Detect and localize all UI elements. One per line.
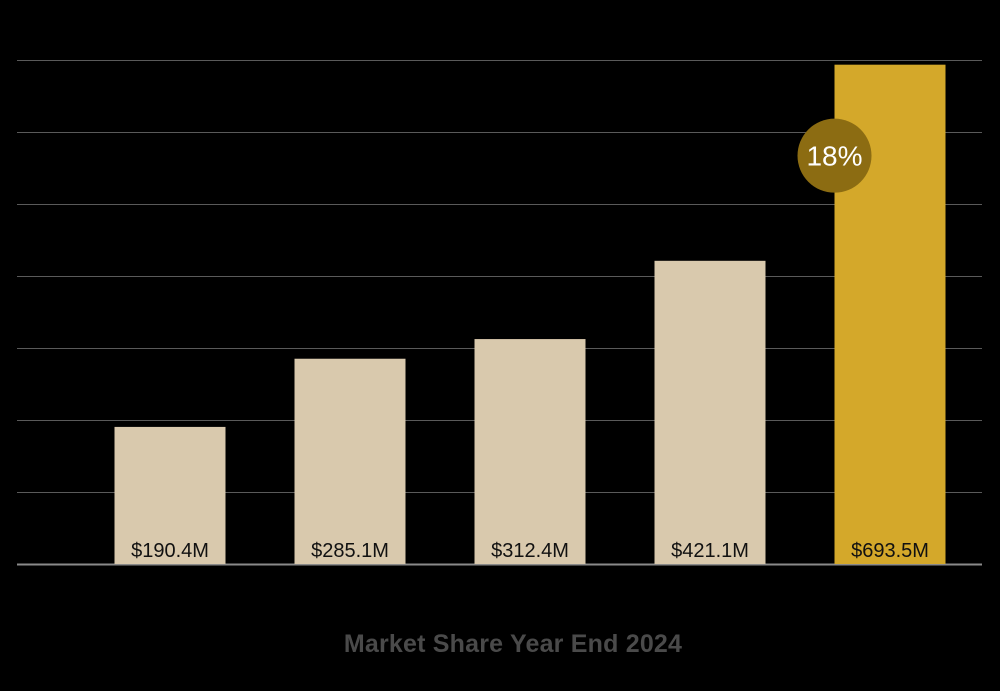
chart-title: Market Share Year End 2024 xyxy=(343,630,683,658)
bar-2 xyxy=(294,358,406,564)
bar-3 xyxy=(474,339,586,564)
bar-4 xyxy=(654,260,766,564)
value-label-5: $693.5M xyxy=(851,540,929,562)
annotation-circle xyxy=(797,118,872,193)
bar-1 xyxy=(114,426,226,564)
value-label-1: $190.4M xyxy=(131,540,209,562)
value-label-2: $285.1M xyxy=(311,540,389,562)
gridlines xyxy=(17,60,982,566)
annotation: 18% xyxy=(797,118,872,193)
value-label-4: $421.1M xyxy=(671,540,749,562)
value-labels: $190.4M $285.1M $312.4M $421.1M $693.5M xyxy=(131,540,929,562)
annotation-text: 18% xyxy=(806,141,862,172)
value-label-3: $312.4M xyxy=(491,540,569,562)
